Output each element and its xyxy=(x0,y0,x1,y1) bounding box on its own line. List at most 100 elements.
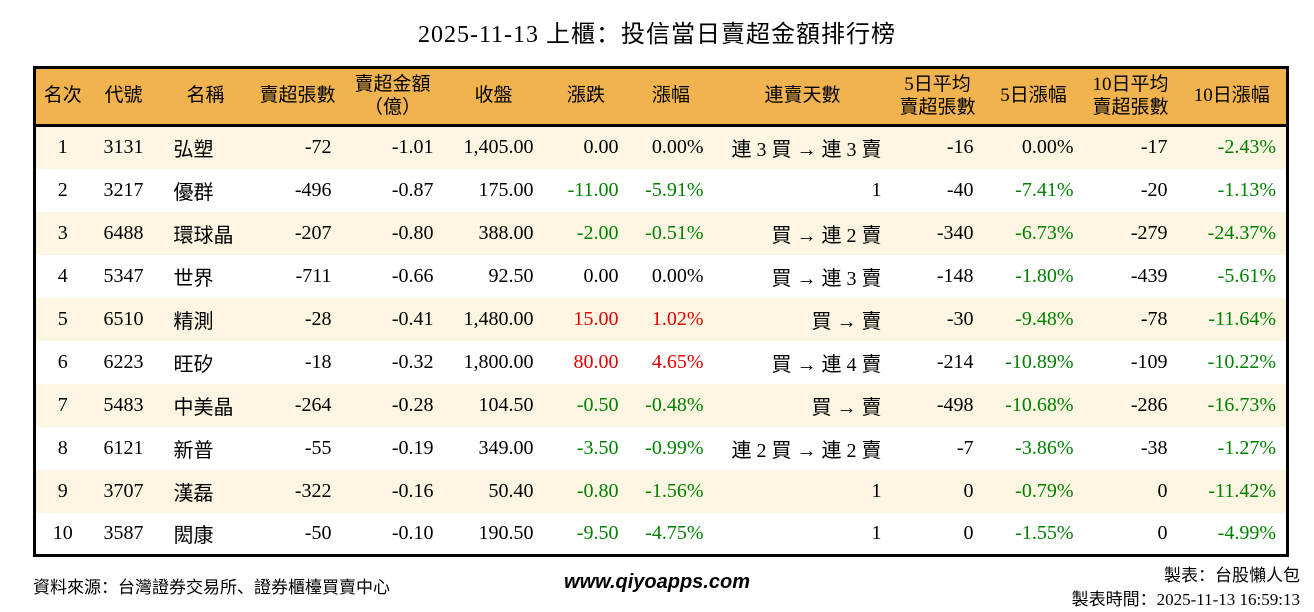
cell-10d-pct: -5.61% xyxy=(1217,264,1276,287)
cell-change: -3.50 xyxy=(576,436,619,459)
cell-sell-amount: -0.16 xyxy=(391,479,434,502)
cell-close: 175.00 xyxy=(478,178,534,201)
cell-close: 104.50 xyxy=(478,393,534,416)
cell-5d-pct: -7.41% xyxy=(1015,178,1074,201)
cell-5d-pct: -10.89% xyxy=(1005,350,1074,373)
cell-streak: 買 → 連 2 賣 xyxy=(771,224,882,247)
maker-label: 製表：台股懶人包 xyxy=(1164,566,1300,585)
cell-10d-pct: -10.22% xyxy=(1207,350,1276,373)
cell-change: 15.00 xyxy=(573,307,619,330)
cell-avg5-sell-volume: -214 xyxy=(936,350,974,373)
cell-streak: 買 → 連 4 賣 xyxy=(771,353,882,376)
cell-change-pct: -0.51% xyxy=(645,221,704,244)
header-row: 名次 代號 名稱 賣超張數 賣超金額 （億） 收盤 漲跌 漲幅 連賣天數 5日平均 賣超張數 5日漲… xyxy=(34,67,1288,127)
cell-change-pct: -4.75% xyxy=(645,521,704,544)
cell-sell-volume: -322 xyxy=(294,479,332,502)
cell-change: 0.00 xyxy=(583,264,619,287)
cell-close: 349.00 xyxy=(478,436,534,459)
cell-sell-amount: -1.01 xyxy=(391,136,434,159)
cell-close: 92.50 xyxy=(488,264,534,287)
column-header-name: 名稱 xyxy=(157,67,254,127)
table-row: 2 3217 優群 -496 -0.87 175.00 -11.00 -5.91% 1 -40 -7… xyxy=(35,169,1288,212)
cell-rank: 10 xyxy=(52,521,73,544)
table-row: 8 6121 新普 -55 -0.19 349.00 -3.50 -0.99% 連 2 買 → … xyxy=(35,427,1288,470)
cell-name: 閎康 xyxy=(173,524,214,547)
cell-avg10-sell-volume: 0 xyxy=(1157,521,1168,544)
cell-rank: 3 xyxy=(57,221,68,244)
cell-name: 弘塑 xyxy=(173,139,214,162)
cell-code: 3131 xyxy=(103,136,144,159)
column-header-sell-volume: 賣超張數 xyxy=(253,67,342,127)
made-time-label: 製表時間：2025-11-13 16:59:13 xyxy=(1071,589,1300,609)
cell-avg10-sell-volume: -439 xyxy=(1130,264,1168,287)
cell-rank: 4 xyxy=(57,264,68,287)
cell-code: 3707 xyxy=(103,479,144,502)
cell-close: 190.50 xyxy=(478,521,534,544)
cell-rank: 7 xyxy=(57,393,68,416)
cell-avg5-sell-volume: -30 xyxy=(946,307,974,330)
cell-change: -0.50 xyxy=(576,393,619,416)
cell-change: 80.00 xyxy=(573,350,619,373)
cell-5d-pct: -9.48% xyxy=(1015,307,1074,330)
cell-change-pct: -0.48% xyxy=(645,393,704,416)
cell-streak: 買 → 賣 xyxy=(811,310,882,333)
cell-avg5-sell-volume: -498 xyxy=(936,393,974,416)
cell-avg10-sell-volume: -17 xyxy=(1140,136,1168,159)
cell-streak: 1 xyxy=(871,521,882,544)
cell-streak: 連 2 買 → 連 2 賣 xyxy=(731,439,882,462)
cell-avg10-sell-volume: 0 xyxy=(1157,479,1168,502)
cell-close: 1,480.00 xyxy=(463,307,534,330)
cell-avg5-sell-volume: 0 xyxy=(963,521,974,544)
cell-name: 精測 xyxy=(173,310,214,333)
cell-change-pct: 0.00% xyxy=(651,136,704,159)
cell-change-pct: -0.99% xyxy=(645,436,704,459)
cell-sell-volume: -72 xyxy=(304,136,332,159)
cell-avg5-sell-volume: -148 xyxy=(936,264,974,287)
cell-10d-pct: -24.37% xyxy=(1207,221,1276,244)
cell-close: 1,800.00 xyxy=(463,350,534,373)
column-header-change-pct: 漲幅 xyxy=(628,67,714,127)
cell-sell-amount: -0.87 xyxy=(391,178,434,201)
cell-sell-amount: -0.19 xyxy=(391,436,434,459)
cell-change-pct: 1.02% xyxy=(651,307,704,330)
cell-sell-amount: -0.80 xyxy=(391,221,434,244)
table-row: 4 5347 世界 -711 -0.66 92.50 0.00 0.00% 買 → 連 3 賣 -… xyxy=(35,255,1288,298)
cell-rank: 6 xyxy=(57,350,68,373)
cell-sell-volume: -264 xyxy=(294,393,332,416)
cell-code: 6488 xyxy=(103,221,144,244)
cell-change: -0.80 xyxy=(576,479,619,502)
cell-rank: 1 xyxy=(57,136,68,159)
table-row: 1 3131 弘塑 -72 -1.01 1,405.00 0.00 0.00% 連 3 買 → … xyxy=(34,125,1288,169)
cell-sell-volume: -18 xyxy=(304,350,332,373)
cell-avg10-sell-volume: -38 xyxy=(1140,436,1168,459)
cell-name: 新普 xyxy=(173,439,214,462)
cell-rank: 8 xyxy=(57,436,68,459)
table-row: 10 3587 閎康 -50 -0.10 190.50 -9.50 -4.75% 1 0 -1.55… xyxy=(35,513,1288,556)
cell-avg10-sell-volume: -109 xyxy=(1130,350,1168,373)
column-header-5d-pct: 5日漲幅 xyxy=(983,67,1084,127)
cell-code: 3587 xyxy=(103,521,144,544)
cell-5d-pct: -0.79% xyxy=(1015,479,1074,502)
column-header-rank: 名次 xyxy=(34,67,90,127)
page-title: 2025-11-13 上櫃：投信當日賣超金額排行榜 xyxy=(417,22,897,48)
cell-name: 中美晶 xyxy=(173,396,234,419)
cell-name: 世界 xyxy=(173,267,214,290)
cell-rank: 2 xyxy=(57,178,68,201)
cell-name: 環球晶 xyxy=(173,224,234,247)
data-source-note: 資料來源：台灣證券交易所、證券櫃檯買賣中心 xyxy=(33,578,390,597)
cell-sell-amount: -0.32 xyxy=(391,350,434,373)
column-header-avg10-sell-volume: 10日平均 賣超張數 xyxy=(1083,67,1178,127)
cell-streak: 買 → 賣 xyxy=(811,396,882,419)
cell-code: 5483 xyxy=(103,393,144,416)
cell-streak: 1 xyxy=(871,479,882,502)
cell-code: 3217 xyxy=(103,178,144,201)
cell-avg5-sell-volume: -40 xyxy=(946,178,974,201)
cell-5d-pct: 0.00% xyxy=(1021,136,1074,159)
cell-change: 0.00 xyxy=(583,136,619,159)
cell-change-pct: 4.65% xyxy=(651,350,704,373)
cell-change-pct: -1.56% xyxy=(645,479,704,502)
cell-code: 5347 xyxy=(103,264,144,287)
website-url: www.qiyoapps.com xyxy=(564,571,750,593)
cell-name: 旺矽 xyxy=(173,353,214,376)
cell-avg5-sell-volume: -16 xyxy=(946,136,974,159)
